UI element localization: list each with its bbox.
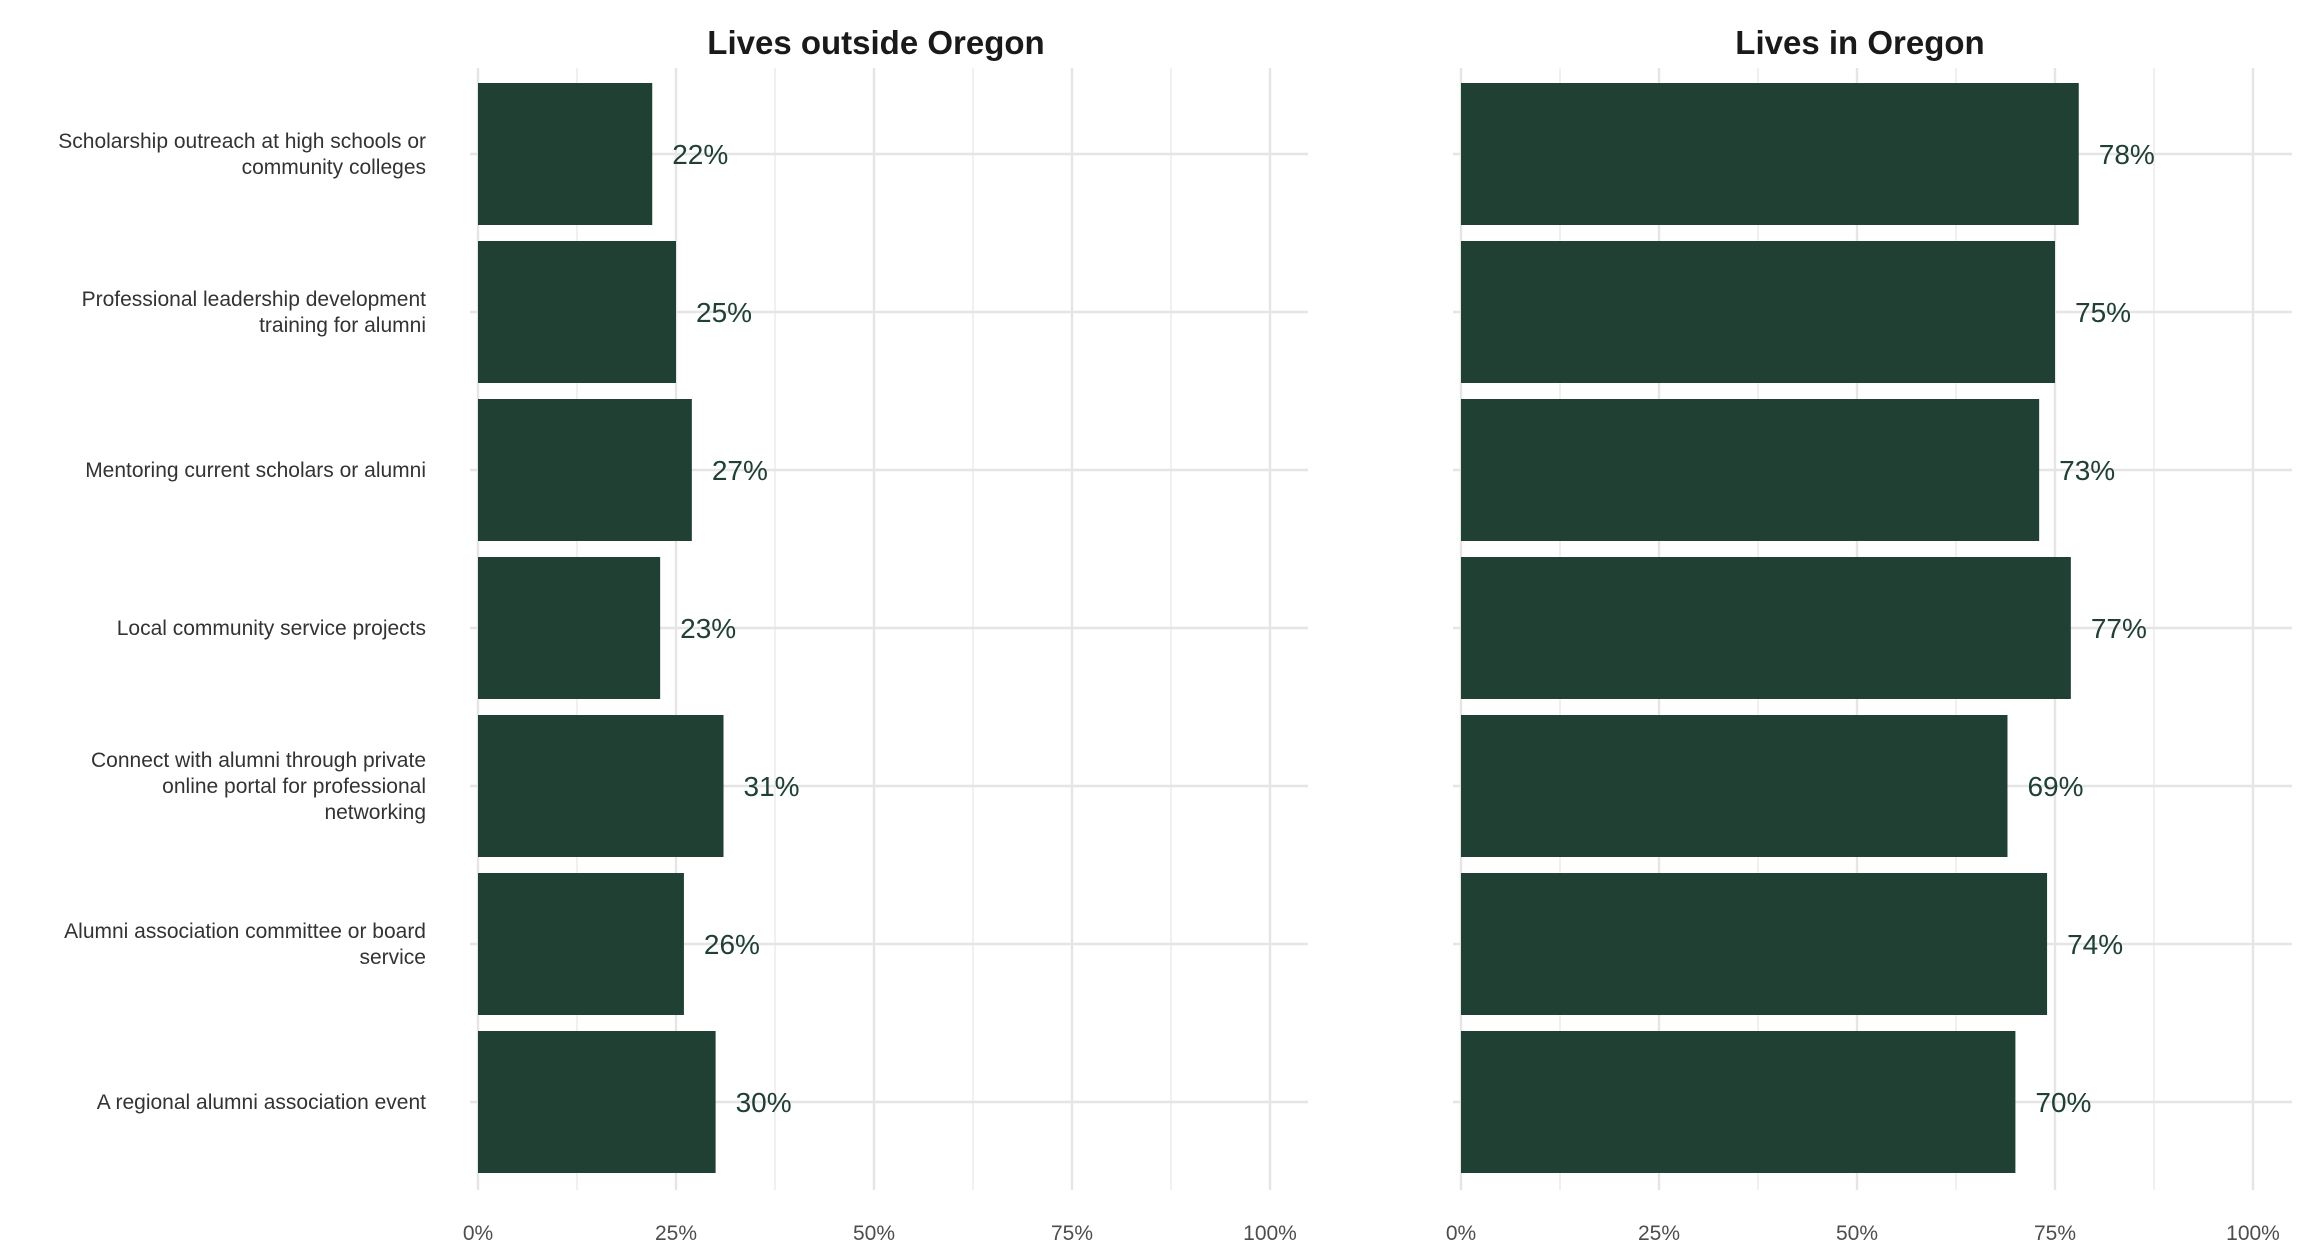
bar-value-label: 70% — [2035, 1087, 2091, 1118]
y-axis-labels: Scholarship outreach at high schools or c… — [58, 130, 426, 1114]
panel-in-oregon: Lives in Oregon 78% 75% 73% 77% 69% 74% 70% 0% 25… — [1446, 24, 2292, 1245]
category-label-line: networking — [324, 801, 426, 824]
category-label-line: Alumni association committee or board — [64, 920, 426, 943]
x-tick-label: 50% — [853, 1222, 895, 1245]
category-label: Local community service projects — [117, 617, 426, 640]
x-tick-label: 0% — [463, 1222, 493, 1245]
x-tick-label: 75% — [2034, 1222, 2076, 1245]
category-label-line: Mentoring current scholars or alumni — [85, 459, 426, 482]
category-label-line: Connect with alumni through private — [91, 749, 426, 772]
bar-value-label: 31% — [744, 771, 800, 802]
bar — [478, 1031, 716, 1173]
bar-value-label: 30% — [736, 1087, 792, 1118]
x-tick-label: 50% — [1836, 1222, 1878, 1245]
category-label: Alumni association committee or board ser… — [64, 920, 426, 969]
x-tick-label: 25% — [1638, 1222, 1680, 1245]
bar — [1461, 715, 2008, 857]
panel-title: Lives outside Oregon — [707, 24, 1044, 61]
panel-title: Lives in Oregon — [1735, 24, 1984, 61]
bar — [478, 83, 653, 225]
category-label-line: A regional alumni association event — [97, 1091, 426, 1114]
bar-value-label: 23% — [680, 613, 736, 644]
x-tick-label: 100% — [1243, 1222, 1297, 1245]
panel-outside-oregon: Lives outside Oregon 22% 25% 27% 23% 31% 26% 30… — [463, 24, 1308, 1245]
bar — [478, 715, 724, 857]
bar — [478, 399, 692, 541]
bar-value-label: 27% — [712, 455, 768, 486]
bar-value-label: 75% — [2075, 297, 2131, 328]
x-tick-label: 75% — [1051, 1222, 1093, 1245]
bar — [1461, 83, 2079, 225]
category-label: A regional alumni association event — [97, 1091, 426, 1114]
bar — [478, 557, 661, 699]
bar-value-label: 25% — [696, 297, 752, 328]
category-label-line: training for alumni — [259, 314, 426, 337]
category-label-line: Scholarship outreach at high schools or — [58, 130, 426, 153]
x-tick-label: 25% — [655, 1222, 697, 1245]
category-label: Scholarship outreach at high schools or c… — [58, 130, 426, 179]
category-label: Professional leadership development train… — [82, 288, 427, 337]
bar-value-label: 26% — [704, 929, 760, 960]
bar-value-label: 78% — [2099, 139, 2155, 170]
category-label-line: Local community service projects — [117, 617, 426, 640]
bar — [478, 873, 684, 1015]
bar-value-label: 77% — [2091, 613, 2147, 644]
bar — [1461, 873, 2048, 1015]
bar — [1461, 1031, 2016, 1173]
category-label: Mentoring current scholars or alumni — [85, 459, 426, 482]
bar-value-label: 22% — [672, 139, 728, 170]
bar-value-label: 73% — [2059, 455, 2115, 486]
category-label-line: Professional leadership development — [82, 288, 427, 311]
bar — [478, 241, 676, 383]
bar — [1461, 241, 2055, 383]
category-label-line: online portal for professional — [162, 775, 426, 798]
x-tick-label: 100% — [2226, 1222, 2280, 1245]
bar-value-label: 69% — [2027, 771, 2083, 802]
x-tick-label: 0% — [1446, 1222, 1476, 1245]
bar — [1461, 557, 2071, 699]
bar-value-label: 74% — [2067, 929, 2123, 960]
category-label: Connect with alumni through private onlin… — [91, 749, 426, 824]
category-label-line: community colleges — [242, 156, 426, 179]
category-label-line: service — [359, 946, 426, 969]
bar — [1461, 399, 2040, 541]
